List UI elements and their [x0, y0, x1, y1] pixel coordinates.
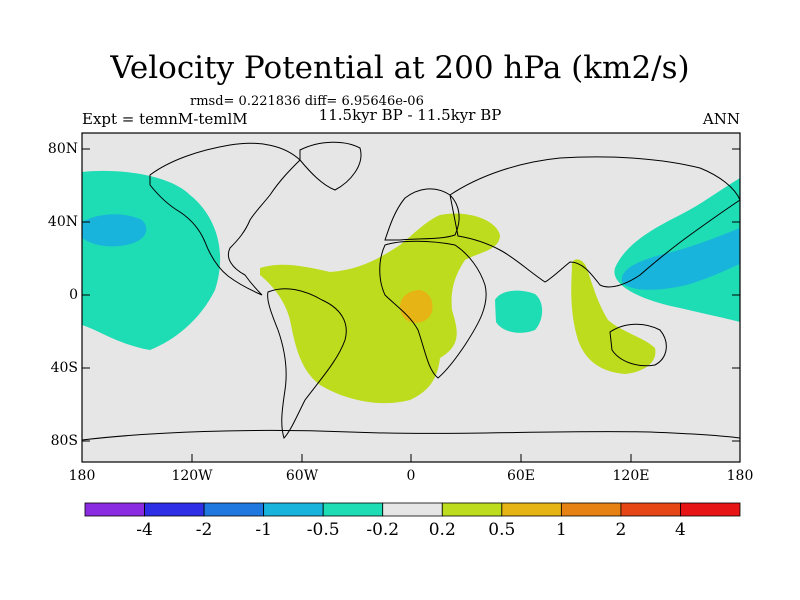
indian-ocean-negative-region — [495, 290, 543, 333]
atlantic-positive-region — [260, 213, 500, 404]
colorbar-box — [620, 502, 681, 517]
colorbar-box — [322, 502, 384, 517]
plot-title: Velocity Potential at 200 hPa (km2/s) — [110, 50, 690, 86]
colorbar-label: -0.2 — [366, 520, 400, 540]
colorbar-label: 0.2 — [428, 520, 456, 540]
colorbar-label: -0.5 — [306, 520, 340, 540]
colorbar-label: 0.5 — [488, 520, 516, 540]
plot-subtitle: 11.5kyr BP - 11.5kyr BP — [318, 106, 502, 124]
lat-tick-label: 0 — [69, 287, 78, 303]
lon-tick-label: 120W — [171, 468, 213, 484]
colorbar-box — [203, 502, 265, 517]
colorbar-box — [560, 502, 622, 517]
lon-tick-label: 60W — [285, 468, 319, 484]
colorbar-box — [441, 502, 503, 517]
lat-tick-marks — [82, 148, 740, 442]
atlantic-positive-core — [400, 290, 433, 323]
lat-tick-label: 80S — [50, 433, 78, 449]
season-label: ANN — [702, 110, 740, 128]
colorbar-label: 2 — [615, 520, 627, 540]
west-pacific-negative-core — [621, 228, 740, 290]
lon-tick-label: 180 — [726, 468, 754, 484]
lon-tick-label: 60E — [506, 468, 536, 484]
colorbar — [84, 502, 741, 517]
pacific-negative-core — [82, 214, 147, 247]
colorbar-label: 1 — [555, 520, 567, 540]
colorbar-box — [144, 502, 205, 517]
colorbar-box — [263, 502, 324, 517]
colorbar-box — [382, 502, 443, 517]
lat-tick-label: 80N — [47, 141, 78, 157]
colorbar-box — [680, 502, 741, 517]
australia-positive-region — [571, 259, 656, 374]
lon-tick-label: 180 — [68, 468, 96, 484]
lat-tick-label: 40S — [50, 360, 78, 376]
colorbar-label: -4 — [136, 520, 153, 540]
lat-tick-label: 40N — [47, 214, 78, 230]
lon-tick-label: 0 — [406, 468, 416, 484]
lon-tick-label: 120E — [612, 468, 650, 484]
colorbar-label: -1 — [255, 520, 272, 540]
colorbar-label: 4 — [675, 520, 686, 540]
coastlines — [81, 141, 741, 441]
lon-tick-marks — [81, 454, 741, 462]
stats-line: rmsd= 0.221836 diff= 6.95646e-06 — [190, 94, 424, 109]
experiment-label: Expt = temnM-temlM — [82, 110, 248, 128]
colorbar-box — [84, 502, 145, 517]
colorbar-box — [501, 502, 562, 517]
colorbar-label: -2 — [195, 520, 213, 540]
